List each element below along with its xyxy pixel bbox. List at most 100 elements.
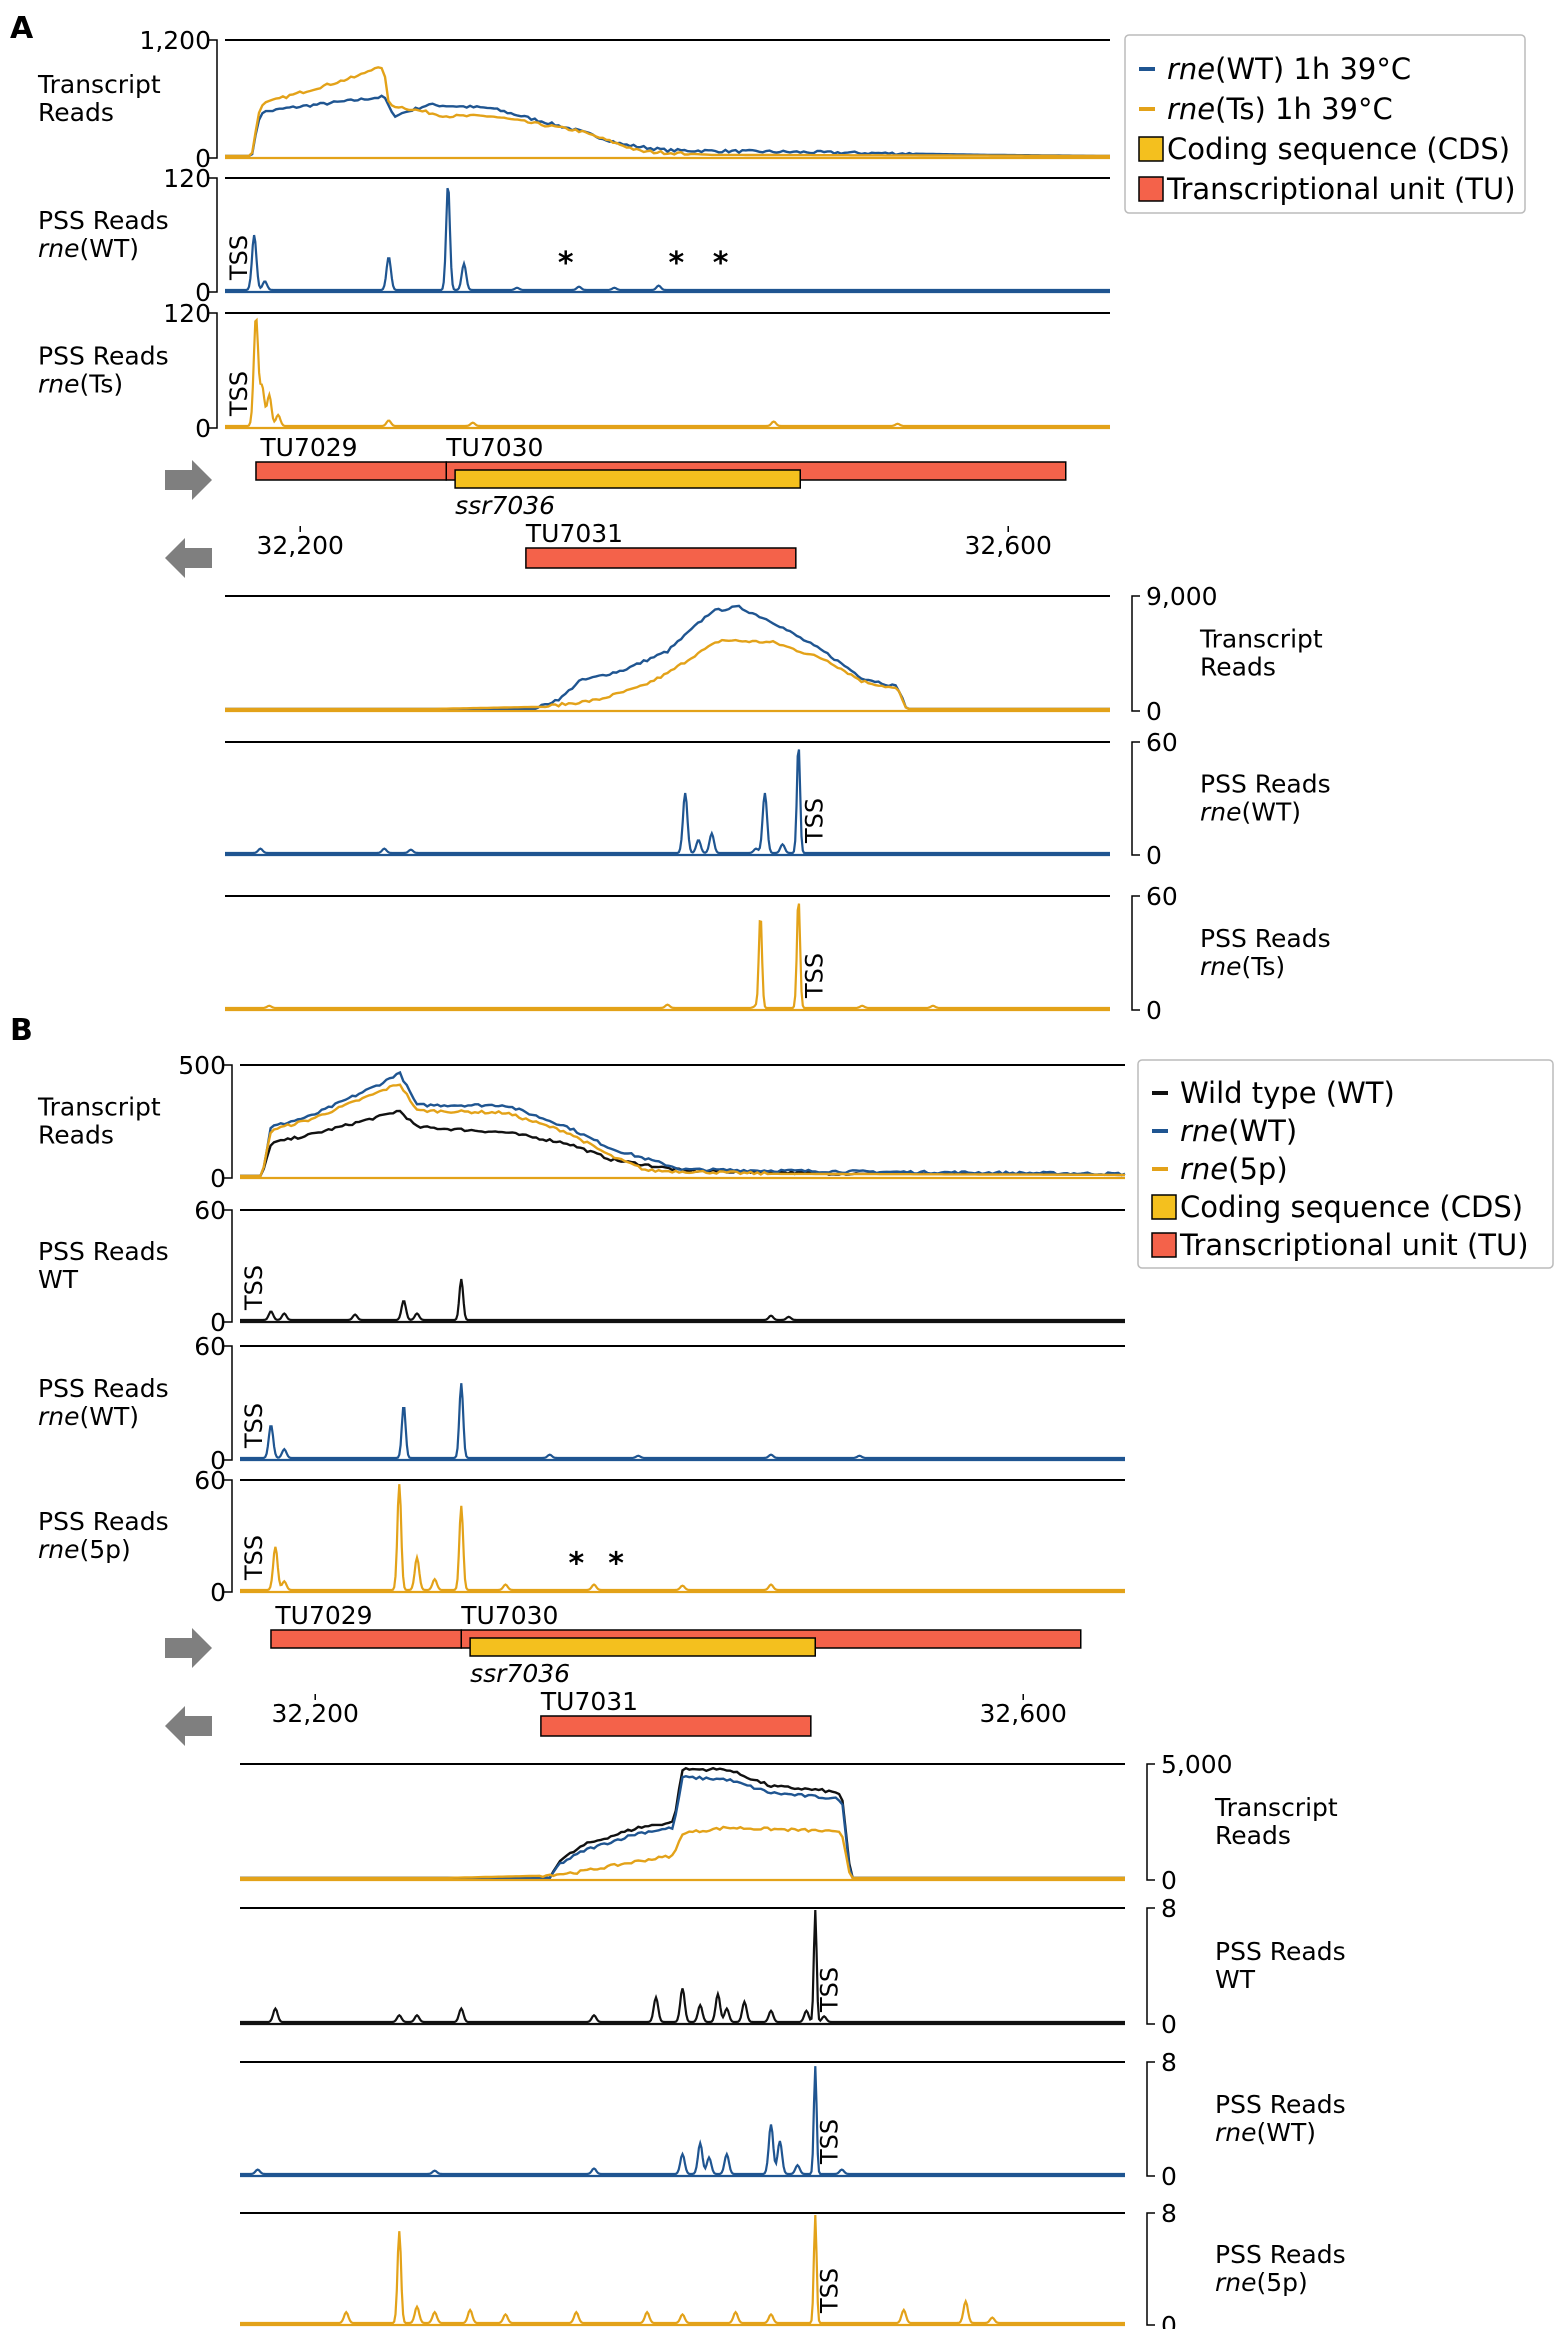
legend-entry: Transcriptional unit (TU) — [1179, 1228, 1529, 1262]
tu-label-TU7031: TU7031 — [540, 1687, 638, 1716]
tu-label-TU7029: TU7029 — [274, 1601, 372, 1630]
y-max-label: 60 — [1146, 728, 1178, 757]
y-min-label: 0 — [1161, 1866, 1177, 1895]
tu-box-TU7029 — [255, 461, 447, 481]
legend-A: rne(WT) 1h 39°C rne(Ts) 1h 39°C Coding seq… — [1124, 34, 1526, 214]
y-min-label: 0 — [195, 278, 211, 307]
tss-label: TSS — [800, 798, 828, 844]
track-label-line1: PSS Reads — [1215, 2090, 1346, 2119]
cds-box — [469, 1637, 816, 1657]
legend-entry: rne(5p) — [1180, 1152, 1288, 1186]
tss-label: TSS — [240, 1265, 268, 1311]
legend-entry: Wild type (WT) — [1180, 1076, 1395, 1110]
track-label-line1: PSS Reads — [38, 1374, 169, 1403]
position-label: 32,200 — [271, 1699, 358, 1728]
panel-label-B: B — [10, 1013, 33, 1048]
legend-entry: Coding sequence (CDS) — [1167, 132, 1510, 166]
y-axis-bracket — [224, 1479, 233, 1593]
track-label-line2: rne(Ts) — [1200, 952, 1285, 981]
y-min-label: 0 — [1146, 996, 1162, 1025]
series-line-5p — [240, 1083, 1125, 1178]
cds-label: ssr7036 — [470, 1659, 570, 1688]
series-line-Ts — [225, 66, 1110, 158]
series-line-Ts — [225, 317, 1110, 428]
series-line-WT0 — [240, 1109, 1125, 1178]
series-line-Ts — [225, 903, 1110, 1010]
y-axis-bracket — [1146, 2212, 1155, 2326]
track-label-line2: rne(5p) — [1215, 2268, 1308, 2297]
position-label: 32,200 — [256, 531, 343, 560]
y-axis-bracket — [209, 39, 218, 159]
y-min-label: 0 — [210, 1164, 226, 1193]
track-label-line1: PSS Reads — [38, 1237, 169, 1266]
series-line-5p — [240, 1484, 1125, 1592]
cds-box — [454, 469, 801, 489]
y-max-label: 8 — [1161, 2048, 1177, 2077]
tss-label: TSS — [240, 1535, 268, 1581]
y-max-label: 8 — [1161, 1894, 1177, 1923]
forward-strand-arrow — [165, 1628, 212, 1668]
track-label-line2: rne(5p) — [38, 1535, 131, 1564]
track-label-line2: rne(WT) — [38, 234, 139, 263]
series-line-WT — [225, 604, 1110, 711]
y-axis-bracket — [1146, 2061, 1155, 2177]
y-axis-bracket — [1131, 895, 1140, 1011]
tss-label: TSS — [815, 1967, 843, 2013]
y-max-label: 8 — [1161, 2199, 1177, 2228]
tss-label: TSS — [815, 2119, 843, 2165]
reverse-strand-arrow — [165, 538, 212, 578]
legend-entry: rne(Ts) 1h 39°C — [1167, 92, 1393, 126]
y-axis-bracket — [1146, 1763, 1155, 1881]
y-max-label: 60 — [194, 1332, 226, 1361]
position-label: 32,600 — [979, 1699, 1066, 1728]
y-max-label: 60 — [194, 1196, 226, 1225]
track-label-line1: PSS Reads — [38, 1507, 169, 1536]
track-label-line1: Transcript — [1214, 1793, 1338, 1822]
gene-map-B: TU7029 TU7030 ssr7036 32,200 32,600 TU7031 — [165, 1601, 1082, 1746]
track-label-line1: PSS Reads — [1215, 1937, 1346, 1966]
cds-label: ssr7036 — [455, 491, 555, 520]
significance-star: * — [608, 1547, 624, 1582]
series-line-WT — [225, 94, 1110, 158]
series-line-WT — [240, 1383, 1125, 1460]
track-label-line1: Transcript — [1199, 625, 1323, 654]
y-max-label: 60 — [194, 1466, 226, 1495]
track-label-line1: PSS Reads — [1215, 2240, 1346, 2269]
position-label: 32,600 — [964, 531, 1051, 560]
panel-label-A: A — [10, 11, 34, 46]
y-min-label: 0 — [1146, 841, 1162, 870]
tss-label: TSS — [225, 235, 253, 281]
track-label-line1: PSS Reads — [1200, 770, 1331, 799]
track-label-line2: WT — [1215, 1965, 1256, 1994]
series-line-5p — [240, 2214, 1125, 2325]
legend-entry: Transcriptional unit (TU) — [1166, 172, 1516, 206]
y-axis-bracket — [224, 1209, 233, 1323]
y-axis-bracket — [209, 312, 218, 429]
y-max-label: 120 — [163, 164, 211, 193]
tss-label: TSS — [815, 2268, 843, 2314]
legend-box — [1124, 34, 1526, 214]
tss-label: TSS — [800, 953, 828, 999]
series-line-WT — [225, 749, 1110, 855]
series-line-WT0 — [240, 1278, 1125, 1322]
y-min-label: 0 — [1161, 2162, 1177, 2191]
series-line-WT — [240, 2066, 1125, 2176]
series-line-WT0 — [240, 1766, 1125, 1880]
legend-box — [1137, 1059, 1554, 1269]
track-label-line2: Reads — [1200, 653, 1276, 682]
reverse-strand-arrow — [165, 1706, 212, 1746]
track-label-line1: Transcript — [37, 1093, 161, 1122]
track-label-line1: PSS Reads — [1200, 924, 1331, 953]
series-line-WT0 — [240, 1909, 1125, 2024]
forward-strand-arrow — [165, 460, 212, 500]
tss-label: TSS — [240, 1403, 268, 1449]
y-min-label: 0 — [1161, 2311, 1177, 2329]
track-label-line2: WT — [38, 1265, 79, 1294]
